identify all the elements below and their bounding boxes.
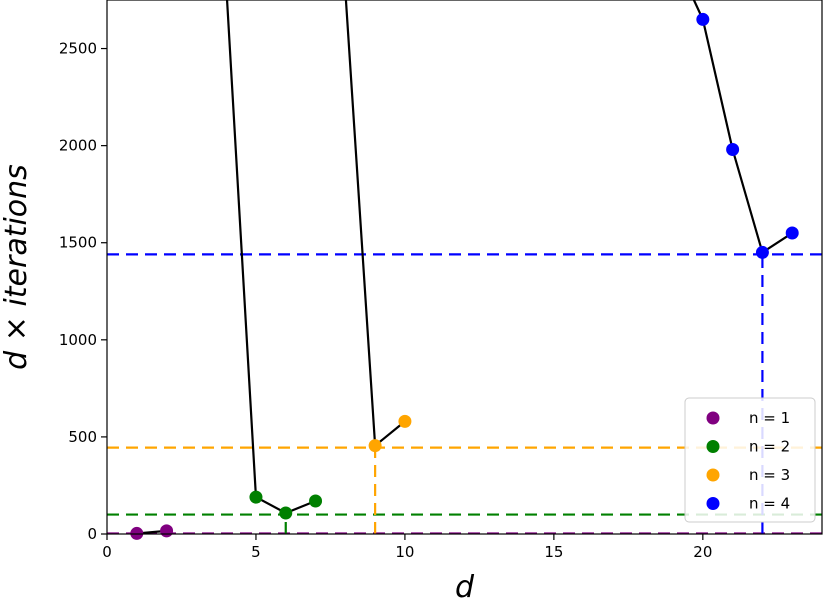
marker-4-1 <box>696 12 710 26</box>
legend-marker-3 <box>706 468 720 482</box>
y-tick-label: 1000 <box>59 331 97 349</box>
curve-3 <box>344 0 406 448</box>
plot-frame <box>106 0 823 535</box>
y-tick-label: 2000 <box>59 137 97 155</box>
y-tick-label: 2500 <box>59 40 97 58</box>
legend-label-4: n = 4 <box>749 495 790 513</box>
x-tick-label: 0 <box>102 543 112 561</box>
y-tick-label: 0 <box>87 525 97 543</box>
marker-1-2 <box>160 524 174 538</box>
marker-4-2 <box>726 143 740 157</box>
y-tick-label: 500 <box>68 428 97 446</box>
marker-3-2 <box>398 414 412 428</box>
curve-4 <box>692 0 793 255</box>
legend-marker-4 <box>706 497 720 510</box>
marker-2-1 <box>249 490 263 504</box>
legend-label-3: n = 3 <box>749 466 790 484</box>
marker-2-3 <box>309 494 323 508</box>
legend: n = 1 n = 2 n = 3 n = 4 <box>684 397 816 523</box>
x-axis-label: d <box>455 570 475 602</box>
x-axis-ticks: 0 5 10 15 20 <box>102 534 712 561</box>
marker-4-3 <box>755 245 769 259</box>
marker-4-4 <box>785 226 799 240</box>
curve-2 <box>225 0 316 515</box>
x-tick-label: 5 <box>251 543 261 561</box>
legend-label-1: n = 1 <box>749 409 790 427</box>
marker-2-2 <box>279 506 293 520</box>
legend-marker-1 <box>706 411 720 425</box>
x-tick-label: 20 <box>693 543 712 561</box>
legend-box <box>684 397 816 523</box>
y-axis-label: d × iterations <box>0 164 34 370</box>
legend-label-2: n = 2 <box>749 438 790 456</box>
legend-marker-2 <box>706 440 720 453</box>
x-tick-label: 15 <box>544 543 563 561</box>
marker-3-1 <box>368 439 382 453</box>
x-tick-label: 10 <box>395 543 414 561</box>
y-tick-label: 1500 <box>59 234 97 252</box>
y-axis-ticks: 0 500 1000 1500 2000 2500 <box>59 40 107 543</box>
